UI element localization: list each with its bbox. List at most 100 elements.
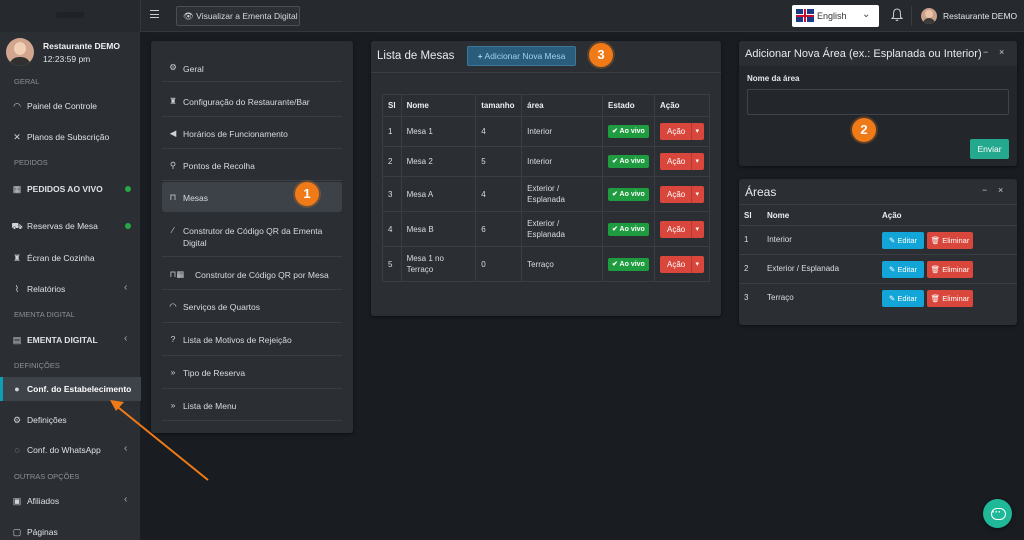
menu-item-configuracao[interactable]: ♜ Configuração do Restaurante/Bar xyxy=(162,86,342,117)
sidebar-item-ementa-digital[interactable]: ▤ EMENTA DIGITAL ‹ xyxy=(0,328,141,352)
menu-item-label: Lista de Motivos de Rejeição xyxy=(183,335,292,345)
action-label: Ação xyxy=(667,259,686,269)
area-name-input[interactable] xyxy=(747,89,1009,115)
tables-table: Sl Nome tamanho área Estado Ação 1 Mesa 1… xyxy=(382,94,710,282)
sidebar-item-planos[interactable]: ✕ Planos de Subscrição xyxy=(0,125,141,149)
sidebar-item-label: Relatórios xyxy=(27,284,66,294)
sidebar-item-conf-estabelecimento[interactable]: ● Conf. do Estabelecimento xyxy=(0,377,141,401)
user-menu-name[interactable]: Restaurante DEMO xyxy=(943,11,1018,21)
chef-icon: ♜ xyxy=(12,253,22,263)
sidebar-item-relatorios[interactable]: ⌇ Relatórios ‹ xyxy=(0,277,141,301)
view-digital-menu-button[interactable]: 👁 Visualizar a Ementa Digital xyxy=(176,6,300,26)
hamburger-menu-icon[interactable] xyxy=(150,10,159,19)
chat-button[interactable] xyxy=(983,499,1012,528)
menu-item-label: Configuração do Restaurante/Bar xyxy=(183,97,310,107)
trash-icon: 🗑 xyxy=(930,294,941,303)
sidebar-item-reservas[interactable]: ⛟ Reservas de Mesa xyxy=(0,214,141,238)
annotation-badge: 2 xyxy=(852,118,876,142)
sidebar-item-label: Reservas de Mesa xyxy=(27,221,98,231)
status-label: Ao vivo xyxy=(619,158,645,165)
menu-item-geral[interactable]: ⚙ Geral xyxy=(162,53,342,82)
user-avatar[interactable] xyxy=(921,8,937,24)
sidebar-item-label: Écran de Cozinha xyxy=(27,253,95,263)
cell-sl: 2 xyxy=(382,146,402,177)
status-label: Ao vivo xyxy=(619,190,645,198)
menu-item-pontos[interactable]: ⚲ Pontos de Recolha xyxy=(162,150,342,181)
menu-item-horarios[interactable]: ◀ Horários de Funcionamento xyxy=(162,118,342,149)
edit-button[interactable]: ✎ Editar xyxy=(882,261,924,278)
menu-item-motivos[interactable]: ? Lista de Motivos de Rejeição xyxy=(162,324,342,356)
language-select[interactable]: English ⌄ xyxy=(792,5,879,27)
submit-button[interactable]: Enviar xyxy=(970,139,1009,159)
chevron-left-icon: ‹ xyxy=(124,443,128,454)
box-icon: ▣ xyxy=(12,496,22,506)
column-header: Estado xyxy=(601,94,656,117)
minimize-icon[interactable]: − xyxy=(983,47,989,57)
edit-button[interactable]: ✎ Editar xyxy=(882,232,924,249)
menu-item-qr-mesa[interactable]: ⊓▦ Construtor de Código QR por Mesa xyxy=(162,258,342,290)
caret-down-icon: ▾ xyxy=(695,128,699,135)
truck-icon: ⛟ xyxy=(11,221,23,231)
column-header: Sl xyxy=(744,211,752,220)
delete-button[interactable]: 🗑 Eliminar xyxy=(927,261,973,278)
sidebar-item-label: Páginas xyxy=(27,527,58,537)
status-badge: ✔ Ao vivo xyxy=(607,222,649,236)
shop-icon: ▦ xyxy=(12,184,22,194)
chevron-down-icon: ⌄ xyxy=(862,9,871,20)
uk-flag-icon xyxy=(796,9,814,22)
cell-tamanho: 4 xyxy=(475,116,523,147)
section-outras: OUTRAS OPÇÕES xyxy=(14,472,80,481)
status-label: Ao vivo xyxy=(619,128,645,135)
sidebar-item-whatsapp[interactable]: ◌ Conf. do WhatsApp ‹ xyxy=(0,438,141,462)
annotation-badge: 1 xyxy=(295,182,319,206)
edit-label: Editar xyxy=(897,236,917,245)
minimize-icon[interactable]: − xyxy=(982,185,988,195)
sidebar-item-afiliados[interactable]: ▣ Afiliados ‹ xyxy=(0,489,141,513)
divider xyxy=(911,6,912,26)
action-dropdown-button[interactable]: Ação ▾ xyxy=(660,185,704,203)
menu-item-quartos[interactable]: ◠ Serviços de Quartos xyxy=(162,291,342,323)
close-icon[interactable]: × xyxy=(999,47,1005,57)
add-table-label: Adicionar Nova Mesa xyxy=(484,51,566,61)
edit-button[interactable]: ✎ Editar xyxy=(882,290,924,307)
sidebar-item-painel[interactable]: ◠ Painel de Controle xyxy=(0,94,141,118)
table-row: 5 Mesa 1 no Terraço 0 Terraço ✔ Ao vivo Ação ▾ xyxy=(382,246,710,282)
action-dropdown-button[interactable]: Ação ▾ xyxy=(660,220,704,238)
status-badge: ✔ Ao vivo xyxy=(607,155,649,168)
trash-icon: 🗑 xyxy=(930,236,941,245)
status-label: Ao vivo xyxy=(619,225,645,233)
menu-item-qr-ementa[interactable]: ⁄ Construtor de Código QR da Ementa Digit… xyxy=(162,215,342,257)
table-row: 3 Mesa A 4 Exterior / Esplanada ✔ Ao vivo Açã… xyxy=(382,176,710,212)
action-dropdown-button[interactable]: Ação ▾ xyxy=(660,123,704,140)
areas-card: Áreas − × Sl Nome Ação 1 Interior ✎ Editar… xyxy=(739,179,1017,325)
bell-icon[interactable] xyxy=(891,8,903,22)
user-circle-icon: ● xyxy=(14,384,20,394)
sidebar-item-paginas[interactable]: ▢ Páginas xyxy=(0,520,141,540)
edit-icon: ✎ xyxy=(889,265,896,274)
sidebar-item-label: Conf. do Estabelecimento xyxy=(27,384,132,394)
double-chevron-icon: » xyxy=(170,367,176,377)
close-icon[interactable]: × xyxy=(998,185,1004,195)
sidebar-item-label: Planos de Subscrição xyxy=(27,132,110,142)
top-bar: 👁 Visualizar a Ementa Digital English ⌄ … xyxy=(0,0,1024,32)
sidebar-item-definicoes[interactable]: ⚙ Definições xyxy=(0,408,141,432)
table-row: 2 Exterior / Esplanada ✎ Editar 🗑 Eliminar xyxy=(739,254,1017,283)
sidebar-item-pedidos-ao-vivo[interactable]: ▦ PEDIDOS AO VIVO xyxy=(0,177,141,201)
add-area-title: Adicionar Nova Área (ex.: Esplanada ou I… xyxy=(745,48,982,60)
cell-area: Exterior / Esplanada xyxy=(521,211,603,247)
cell-tamanho: 4 xyxy=(475,176,523,212)
add-table-button[interactable]: + Adicionar Nova Mesa xyxy=(467,46,576,66)
brand-logo[interactable] xyxy=(56,12,84,18)
action-dropdown-button[interactable]: Ação ▾ xyxy=(660,153,704,170)
cell-estado: ✔ Ao vivo xyxy=(601,116,656,147)
megaphone-icon: ◀ xyxy=(169,128,177,138)
menu-item-tipo-reserva[interactable]: » Tipo de Reserva xyxy=(162,357,342,389)
table-row: 1 Mesa 1 4 Interior ✔ Ao vivo Ação ▾ xyxy=(382,116,710,147)
action-dropdown-button[interactable]: Ação ▾ xyxy=(660,255,704,273)
menu-item-lista-menu[interactable]: » Lista de Menu xyxy=(162,390,342,421)
menu-item-label: Mesas xyxy=(183,193,209,203)
sidebar-item-ecran[interactable]: ♜ Écran de Cozinha xyxy=(0,246,141,270)
delete-button[interactable]: 🗑 Eliminar xyxy=(927,290,973,307)
delete-button[interactable]: 🗑 Eliminar xyxy=(927,232,973,249)
cell-nome: Mesa A xyxy=(400,176,477,212)
